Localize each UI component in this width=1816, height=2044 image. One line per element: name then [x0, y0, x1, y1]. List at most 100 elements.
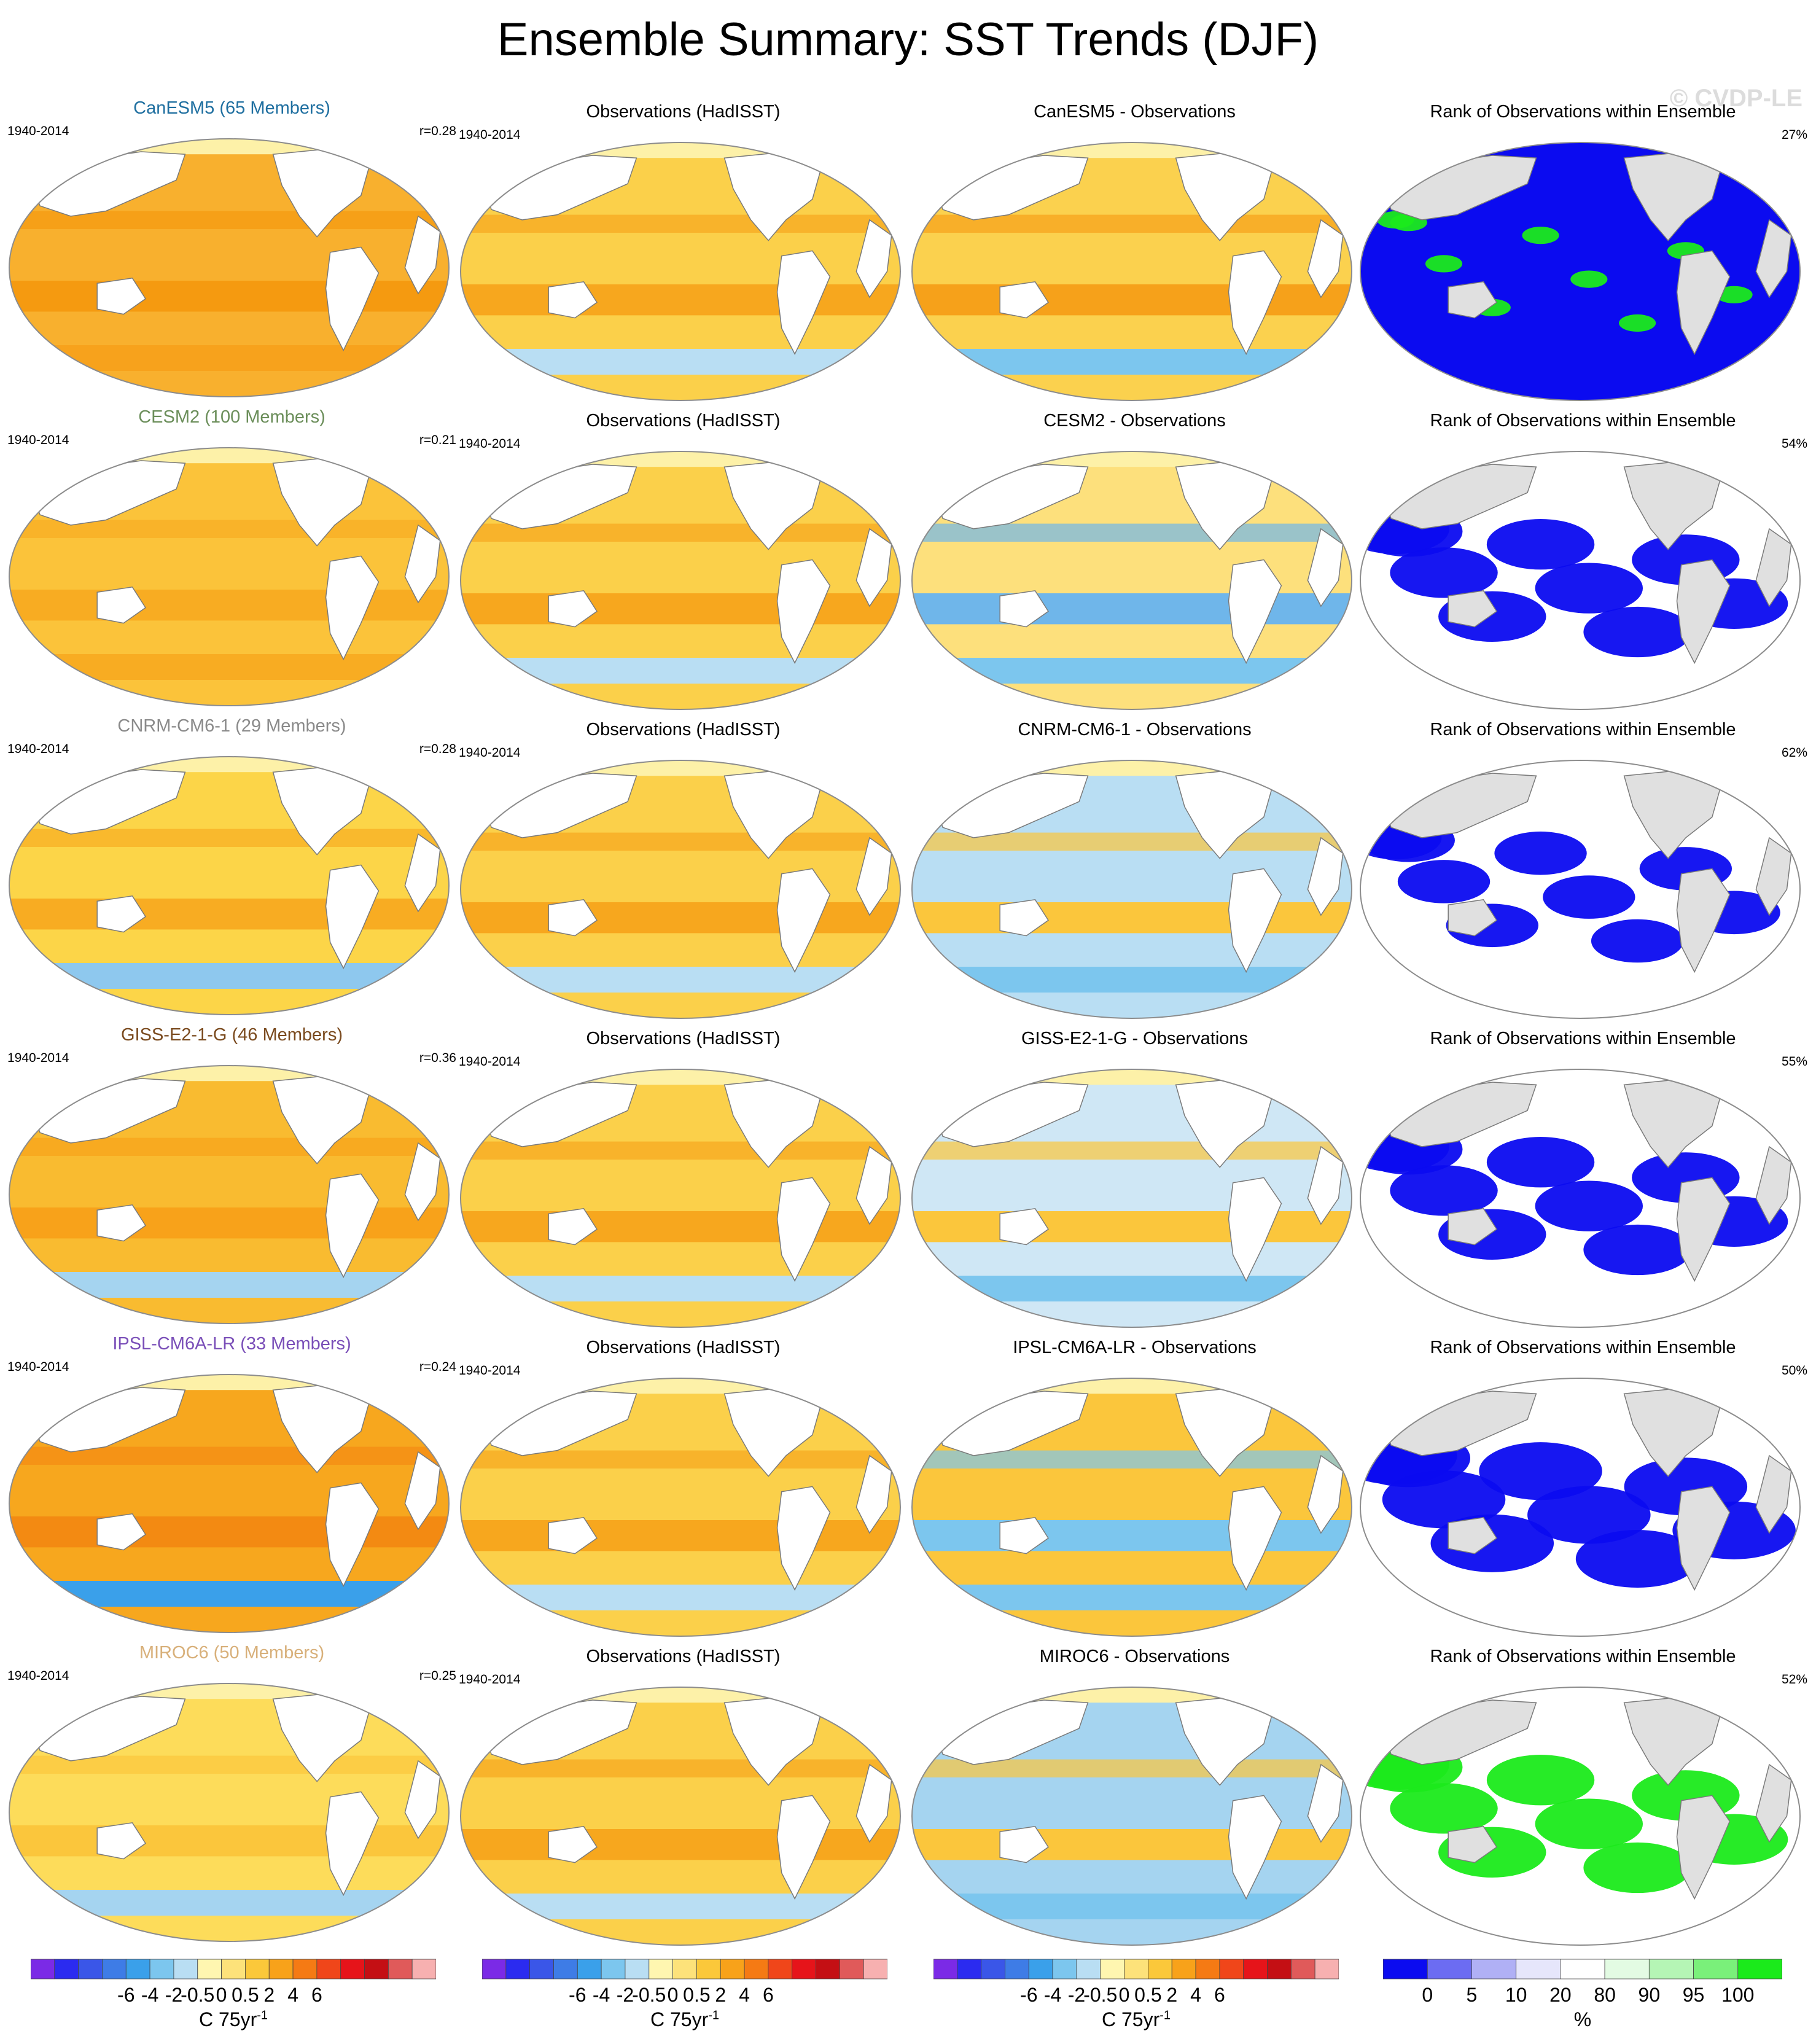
rank-patch	[1494, 831, 1587, 875]
period-label: 1940-2014	[459, 1672, 521, 1687]
colorbar-swatch	[933, 1959, 958, 1980]
land-mass	[96, 1204, 146, 1242]
southern-band	[461, 1276, 900, 1301]
unit-exponent: -1	[1159, 2008, 1171, 2023]
map-outline	[911, 142, 1352, 401]
land-mass	[378, 1070, 415, 1092]
colorbar-swatch	[1124, 1959, 1148, 1980]
trend-band	[912, 284, 1352, 316]
panel-title: MIROC6 - Observations	[1039, 1647, 1230, 1666]
trend-band	[9, 281, 449, 312]
trend-colorbar-diff: -6 -4 -2 -0.5 0 0.5 2 4 6 C 75yr-1	[933, 1958, 1339, 2044]
map-outline	[460, 760, 901, 1019]
colorbar-swatch	[1648, 1959, 1694, 1980]
colorbar-swatch	[1383, 1959, 1428, 1980]
trend-band	[9, 899, 449, 930]
land-mass	[829, 147, 866, 169]
rank-percent: 50%	[1781, 1363, 1807, 1378]
colorbar-swatch	[744, 1959, 769, 1980]
land-mass	[378, 1688, 415, 1710]
colorbar-tick: -4	[141, 1984, 159, 2006]
land-mass	[1729, 765, 1766, 787]
colorbar-tick: 4	[287, 1984, 298, 2006]
map-outline	[911, 1378, 1352, 1637]
land-mass	[1307, 1454, 1344, 1534]
rank-percent: 62%	[1781, 746, 1807, 760]
land-mass	[1307, 1763, 1344, 1843]
colorbar-swatch	[792, 1959, 816, 1980]
land-mass	[776, 250, 831, 356]
diff-panel-cesm2: CESM2 - Observations	[909, 410, 1360, 717]
colorbar-swatch	[102, 1959, 127, 1980]
model-map	[9, 138, 450, 397]
map-outline	[9, 1374, 450, 1633]
diff-panel-cnrm-cm6-1: CNRM-CM6-1 - Observations	[909, 719, 1360, 1026]
map-outline	[460, 1378, 901, 1637]
trend-band	[461, 284, 900, 316]
colorbar-swatch	[863, 1959, 887, 1980]
rank-patch	[1583, 1224, 1691, 1276]
map-outline	[1360, 1378, 1801, 1637]
figure-title: Ensemble Summary: SST Trends (DJF)	[497, 14, 1319, 66]
model-panel-giss-e2-1-g: GISS-E2-1-G (46 Members) 1940-2014 r=0.36	[6, 1024, 458, 1331]
land-mass	[829, 456, 866, 478]
rank-patch	[1535, 1180, 1643, 1231]
period-label: 1940-2014	[459, 746, 521, 760]
rank-patch	[1390, 1165, 1498, 1216]
trend-band	[461, 902, 900, 934]
rank-patch	[1486, 1137, 1595, 1188]
panel-title: Rank of Observations within Ensemble	[1430, 1338, 1736, 1357]
colorbar-swatch	[1171, 1959, 1196, 1980]
panel-title: Observations (HadISST)	[586, 1338, 781, 1357]
colorbar-swatch	[1243, 1959, 1268, 1980]
diff-map	[911, 1069, 1352, 1328]
map-outline	[1360, 451, 1801, 710]
period-label: 1940-2014	[459, 1055, 521, 1069]
rank-panel-miroc6: Rank of Observations within Ensemble 52%	[1357, 1645, 1809, 1952]
rank-patch	[1535, 563, 1643, 614]
model-map	[9, 447, 450, 706]
diff-map	[911, 142, 1352, 401]
map-outline	[1360, 142, 1801, 401]
land-mass	[325, 1173, 380, 1279]
colorbar-tick: -0.5	[1083, 1984, 1118, 2006]
land-mass	[1729, 147, 1766, 169]
map-outline	[460, 451, 901, 710]
rank-percent: 54%	[1781, 437, 1807, 451]
rank-panel-canesm5: Rank of Observations within Ensemble 27%	[1357, 101, 1809, 408]
map-outline	[911, 1069, 1352, 1328]
southern-band	[912, 1585, 1352, 1610]
land-mass	[1755, 837, 1792, 916]
obs-map	[460, 760, 901, 1019]
land-mass	[829, 1383, 866, 1405]
pattern-correlation: r=0.28	[419, 124, 456, 138]
panel-title: GISS-E2-1-G (46 Members)	[121, 1025, 343, 1045]
southern-band	[461, 967, 900, 993]
unit-exponent: -1	[257, 2008, 268, 2023]
arctic-strip	[461, 1378, 900, 1394]
colorbar-tick: -2	[1067, 1984, 1086, 2006]
arctic-strip	[912, 760, 1352, 776]
model-panel-cnrm-cm6-1: CNRM-CM6-1 (29 Members) 1940-2014 r=0.28	[6, 715, 458, 1022]
land-mass	[1729, 1691, 1766, 1714]
model-map	[9, 756, 450, 1015]
land-mass	[1755, 528, 1792, 607]
colorbar-swatch	[553, 1959, 578, 1980]
land-mass	[404, 215, 441, 295]
land-mass	[999, 899, 1049, 937]
trend-band	[912, 1211, 1352, 1242]
model-map	[9, 1374, 450, 1633]
panel-title: Observations (HadISST)	[586, 1647, 781, 1666]
rank-patch	[1570, 270, 1608, 288]
map-outline	[911, 451, 1352, 710]
colorbar-tick: 0	[1118, 1984, 1130, 2006]
diff-map	[911, 451, 1352, 710]
trend-band	[912, 593, 1352, 625]
land-mass	[1676, 559, 1731, 665]
land-mass	[548, 899, 598, 937]
colorbar-swatch	[1290, 1959, 1315, 1980]
unit-text: C 75yr	[1101, 2008, 1160, 2030]
southern-band	[461, 349, 900, 375]
rank-colorbar: 0 5 10 20 80 90 95 100%	[1383, 1958, 1782, 2044]
land-mass	[404, 833, 441, 913]
